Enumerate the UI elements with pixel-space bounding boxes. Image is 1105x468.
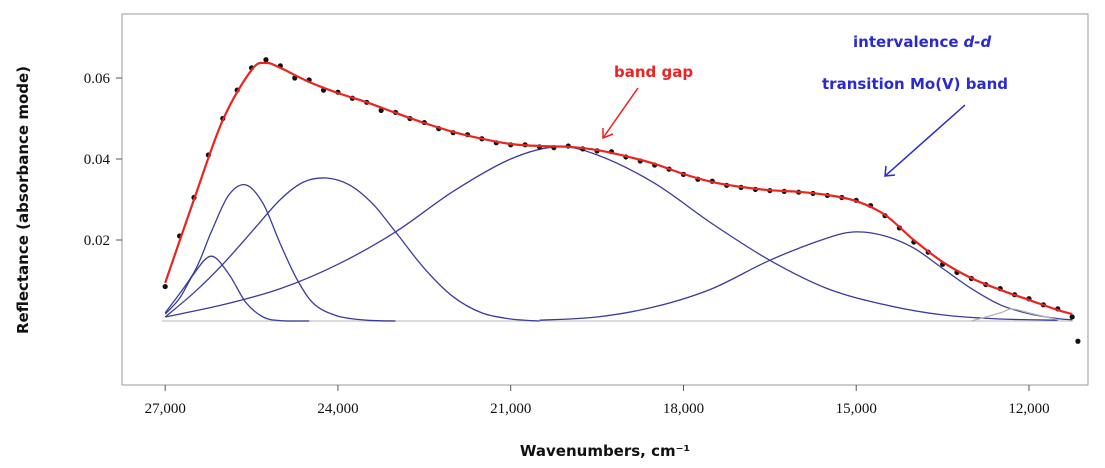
series-line [164,177,540,322]
x-tick-label: 24,000 [317,401,358,417]
x-tick-label: 15,000 [836,401,877,417]
annotation-arrow [602,87,639,139]
data-point [1069,314,1075,320]
plot-frame [121,13,1089,386]
data-point [162,283,168,290]
x-tick-label: 21,000 [490,401,531,417]
series-line [539,231,1073,321]
y-axis-title: Reflectance (absorbance mode) [14,66,32,334]
annotation-arrow [884,104,966,177]
series-line [165,146,1058,321]
annotation: transition Mo(V) band [822,75,1008,93]
x-axis-title: Wavenumbers, cm⁻¹ [520,442,690,460]
series-line [164,184,396,322]
annotation-arrowhead [602,128,614,140]
x-tick-label: 12,000 [1008,401,1049,417]
annotation: intervalence d-d [853,33,991,51]
annotation: band gap [614,63,693,81]
series-line [164,61,1073,316]
y-tick-label: 0.04 [84,152,111,168]
data-point [1075,338,1081,344]
x-tick-label: 27,000 [145,401,186,417]
annotation-arrowhead [884,165,896,177]
y-tick-label: 0.02 [84,233,110,249]
annotation-part: intervalence [853,33,959,51]
y-tick-label: 0.06 [84,71,111,87]
series-line [971,308,1058,322]
annotation-part: d-d [964,33,992,51]
x-tick-label: 18,000 [663,401,704,417]
data-point [263,57,269,63]
series-line [164,255,310,322]
